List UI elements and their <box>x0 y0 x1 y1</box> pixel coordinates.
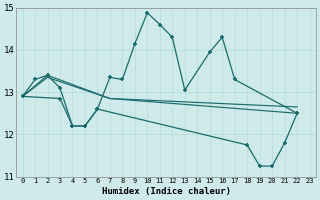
X-axis label: Humidex (Indice chaleur): Humidex (Indice chaleur) <box>101 187 231 196</box>
